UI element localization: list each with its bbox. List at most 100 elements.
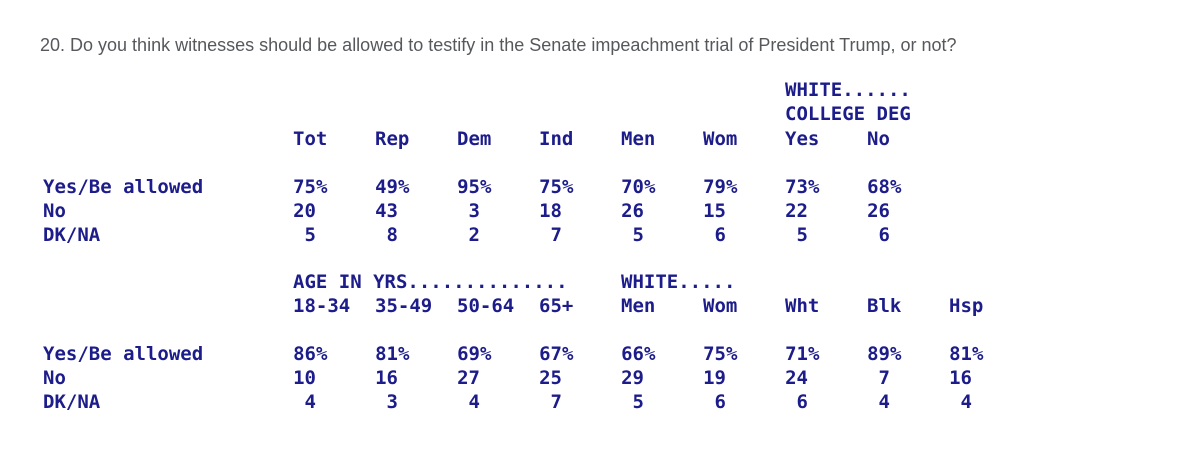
t2-col-header-age-35-49: 35-49 xyxy=(375,295,433,317)
t1-col-header-ind: Ind xyxy=(539,128,574,150)
value-cell: 18 xyxy=(539,200,562,222)
t2-group-header-age: AGE IN YRS.............. xyxy=(293,271,568,293)
value-cell: 49% xyxy=(375,176,410,198)
t1-col-header-tot: Tot xyxy=(293,128,328,150)
t2-row-yes-be-allowed: Yes/Be allowed 86% 81% 69% 67% 66% 75% 7… xyxy=(43,345,1031,364)
value-cell: 89% xyxy=(867,343,902,365)
value-cell: 75% xyxy=(703,343,738,365)
value-cell: 15 xyxy=(703,200,726,222)
value-cell: 6 xyxy=(796,391,808,413)
value-cell: 67% xyxy=(539,343,574,365)
t1-col-header-white-college-yes: Yes xyxy=(785,128,820,150)
value-cell: 26 xyxy=(867,200,890,222)
value-cell: 16 xyxy=(375,367,398,389)
value-cell: 27 xyxy=(457,367,480,389)
percent-sign: % xyxy=(644,343,656,365)
percent-sign: % xyxy=(480,343,492,365)
t2-col-header-hsp: Hsp xyxy=(949,295,984,317)
percent-sign: % xyxy=(726,176,738,198)
value-cell: 4 xyxy=(878,391,890,413)
value-cell: 29 xyxy=(621,367,644,389)
value-cell: 6 xyxy=(714,224,726,246)
t1-row-yes-be-allowed: Yes/Be allowed 75% 49% 95% 75% 70% 79% 7… xyxy=(43,178,949,197)
value-cell: 7 xyxy=(550,224,562,246)
t1-column-header-row: Tot Rep Dem Ind Men Wom Yes No xyxy=(43,130,949,149)
value-cell: 43 xyxy=(375,200,398,222)
value-cell: 7 xyxy=(878,367,890,389)
t1-group-header-row-1: WHITE...... xyxy=(43,81,911,100)
t2-col-header-white-wom: Wom xyxy=(703,295,738,317)
value-cell: 75% xyxy=(539,176,574,198)
percent-sign: % xyxy=(644,176,656,198)
t2-row-no: No 10 16 27 25 29 19 24 7 16 xyxy=(43,369,1031,388)
value-cell: 79% xyxy=(703,176,738,198)
percent-sign: % xyxy=(398,343,410,365)
value-cell: 4 xyxy=(960,391,972,413)
percent-sign: % xyxy=(726,343,738,365)
value-cell: 86% xyxy=(293,343,328,365)
value-cell: 26 xyxy=(621,200,644,222)
percent-sign: % xyxy=(316,176,328,198)
value-cell: 24 xyxy=(785,367,808,389)
value-cell: 81% xyxy=(375,343,410,365)
t2-col-header-age-50-64: 50-64 xyxy=(457,295,515,317)
value-cell: 75% xyxy=(293,176,328,198)
t1-row-no: No 20 43 3 18 26 15 22 26 xyxy=(43,202,949,221)
t2-col-header-blk: Blk xyxy=(867,295,902,317)
t2-col-header-wht: Wht xyxy=(785,295,820,317)
t1-group-header-white: WHITE...... xyxy=(785,79,911,101)
percent-sign: % xyxy=(562,176,574,198)
value-cell: 10 xyxy=(293,367,316,389)
percent-sign: % xyxy=(890,343,902,365)
value-cell: 95% xyxy=(457,176,492,198)
percent-sign: % xyxy=(316,343,328,365)
value-cell: 4 xyxy=(468,391,480,413)
value-cell: 16 xyxy=(949,367,972,389)
row-label: Yes/Be allowed xyxy=(43,176,204,198)
value-cell: 5 xyxy=(632,391,644,413)
t1-col-header-dem: Dem xyxy=(457,128,492,150)
t1-col-header-men: Men xyxy=(621,128,656,150)
t2-group-header-row: AGE IN YRS.............. WHITE..... xyxy=(43,273,735,292)
t1-group-header-row-2: COLLEGE DEG xyxy=(43,105,911,124)
value-cell: 8 xyxy=(386,224,398,246)
value-cell: 69% xyxy=(457,343,492,365)
percent-sign: % xyxy=(890,176,902,198)
row-label: Yes/Be allowed xyxy=(43,343,204,365)
value-cell: 5 xyxy=(632,224,644,246)
percent-sign: % xyxy=(480,176,492,198)
value-cell: 66% xyxy=(621,343,656,365)
value-cell: 6 xyxy=(714,391,726,413)
t1-col-header-wom: Wom xyxy=(703,128,738,150)
value-cell: 5 xyxy=(796,224,808,246)
percent-sign: % xyxy=(808,343,820,365)
value-cell: 5 xyxy=(304,224,316,246)
t2-row-dk-na: DK/NA 4 3 4 7 5 6 6 4 4 xyxy=(43,393,1031,412)
value-cell: 6 xyxy=(878,224,890,246)
percent-sign: % xyxy=(562,343,574,365)
value-cell: 3 xyxy=(468,200,480,222)
row-label: No xyxy=(43,367,66,389)
value-cell: 19 xyxy=(703,367,726,389)
value-cell: 22 xyxy=(785,200,808,222)
t1-col-header-rep: Rep xyxy=(375,128,410,150)
spacer xyxy=(43,130,293,149)
t2-col-header-white-men: Men xyxy=(621,295,656,317)
value-cell: 25 xyxy=(539,367,562,389)
value-cell: 3 xyxy=(386,391,398,413)
t1-group-header-college-deg: COLLEGE DEG xyxy=(785,103,911,125)
t2-col-header-age-65-plus: 65+ xyxy=(539,295,574,317)
row-label: No xyxy=(43,200,66,222)
value-cell: 4 xyxy=(304,391,316,413)
t2-col-header-age-18-34: 18-34 xyxy=(293,295,351,317)
value-cell: 68% xyxy=(867,176,902,198)
spacer xyxy=(43,105,785,124)
spacer xyxy=(43,81,785,100)
value-cell: 70% xyxy=(621,176,656,198)
value-cell: 71% xyxy=(785,343,820,365)
value-cell: 7 xyxy=(550,391,562,413)
row-label: DK/NA xyxy=(43,391,101,413)
row-label: DK/NA xyxy=(43,224,101,246)
percent-sign: % xyxy=(398,176,410,198)
